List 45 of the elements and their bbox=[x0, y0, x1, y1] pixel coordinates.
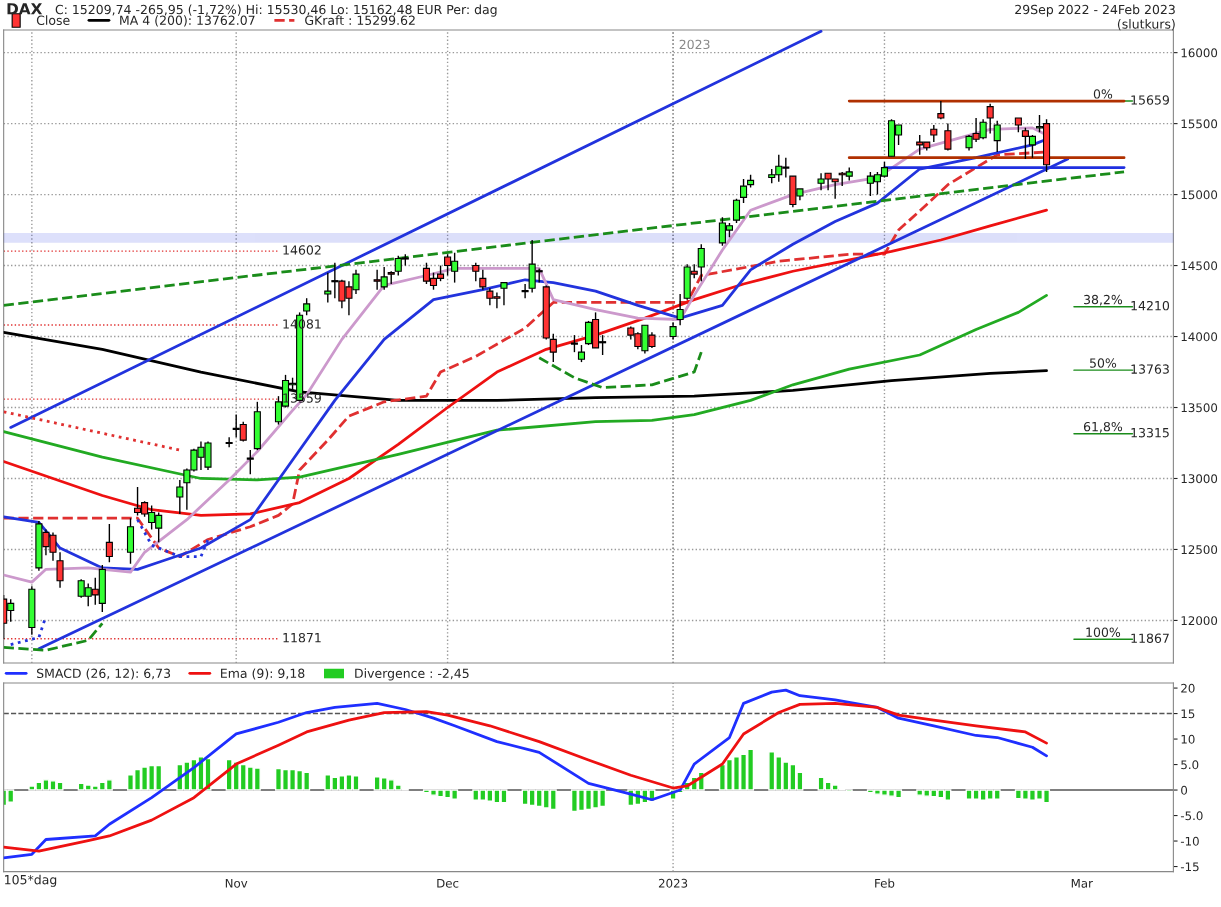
y-tick-label: 14000 bbox=[1181, 332, 1218, 342]
y-tick-label: 16000 bbox=[1181, 48, 1218, 58]
y-tick-label: 13000 bbox=[1181, 474, 1218, 484]
annotation: (slutkurs) bbox=[1117, 19, 1175, 31]
annotation: 0% bbox=[1093, 89, 1113, 99]
y-tick-label: -5.0 bbox=[1180, 811, 1203, 821]
annotation: 100% bbox=[1086, 627, 1121, 637]
ref-line-label: 11867 bbox=[1131, 633, 1169, 643]
y-tick-label: 15500 bbox=[1181, 119, 1218, 129]
ref-line-label: 2023 bbox=[679, 39, 710, 50]
y-tick-label: 10 bbox=[1181, 734, 1195, 744]
legend-label: Ema (9): 9,18 bbox=[221, 668, 305, 680]
text: 29Sep 2022 - 24Feb 2023 bbox=[1015, 4, 1175, 17]
y-tick-label: -10 bbox=[1180, 836, 1199, 846]
y-tick-label: 5.0 bbox=[1181, 760, 1199, 770]
x-axis-title: 105*dag bbox=[5, 874, 57, 887]
legend-label: MA 4 (200): 13762.07 bbox=[120, 15, 255, 27]
legend-label: Divergence : -2,45 bbox=[355, 668, 469, 681]
legend-label: Close bbox=[36, 15, 70, 26]
ref-line-label: 13763 bbox=[1131, 364, 1169, 374]
ref-line-label: 14210 bbox=[1131, 300, 1170, 311]
y-tick-label: 12000 bbox=[1181, 616, 1218, 626]
y-tick-label: 15 bbox=[1181, 709, 1195, 719]
ref-line-label: 15659 bbox=[1131, 95, 1169, 105]
y-tick-label: 0 bbox=[1181, 785, 1188, 795]
y-tick-label: 13500 bbox=[1181, 403, 1218, 413]
y-tick-label: 14500 bbox=[1181, 261, 1218, 271]
legend-label: GKraft : 15299.62 bbox=[305, 15, 415, 26]
annotation: 61,8% bbox=[1083, 421, 1123, 433]
y-tick-label: -15 bbox=[1180, 862, 1199, 872]
ref-line-label: 11871 bbox=[283, 632, 321, 643]
x-tick-label: Dec bbox=[437, 878, 459, 888]
annotation: 50% bbox=[1089, 358, 1117, 368]
x-tick-label: 2023 bbox=[658, 878, 688, 888]
x-tick-label: Mar bbox=[1071, 878, 1093, 888]
ref-line-label: 13315 bbox=[1131, 427, 1169, 438]
annotation: 38,2% bbox=[1084, 294, 1123, 306]
y-tick-label: 12500 bbox=[1181, 545, 1218, 555]
chart-title: DAX bbox=[7, 3, 43, 15]
legend-label: SMACD (26, 12): 6,73 bbox=[36, 668, 171, 680]
x-tick-label: Nov bbox=[225, 878, 248, 888]
y-tick-label: 20 bbox=[1181, 683, 1195, 693]
ref-line-label: 14602 bbox=[283, 245, 321, 255]
x-tick-label: Feb bbox=[875, 878, 895, 888]
y-tick-label: 15000 bbox=[1181, 190, 1218, 200]
